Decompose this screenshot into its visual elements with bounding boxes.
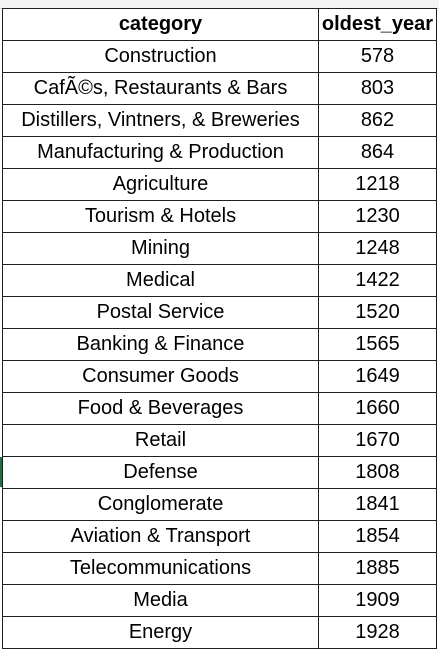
table-row: Retail 1670 (2, 424, 437, 457)
cell-category[interactable]: Energy (2, 616, 319, 649)
cell-oldest-year[interactable]: 1909 (318, 584, 437, 617)
cell-category[interactable]: Tourism & Hotels (2, 200, 319, 233)
table-row: Telecommunications 1885 (2, 552, 437, 585)
table-row: Distillers, Vintners, & Breweries 862 (2, 104, 437, 137)
table-row: Food & Beverages 1660 (2, 392, 437, 425)
cell-oldest-year[interactable]: 1422 (318, 264, 437, 297)
table-row: Defense 1808 (2, 456, 437, 489)
cell-oldest-year[interactable]: 803 (318, 72, 437, 105)
cell-category[interactable]: Postal Service (2, 296, 319, 329)
cell-category[interactable]: Construction (2, 40, 319, 73)
cell-category[interactable]: Consumer Goods (2, 360, 319, 393)
table-row: Consumer Goods 1649 (2, 360, 437, 393)
cell-category[interactable]: Defense (2, 456, 319, 489)
cell-oldest-year[interactable]: 1670 (318, 424, 437, 457)
cell-oldest-year[interactable]: 1885 (318, 552, 437, 585)
table-row: CafÃ©s, Restaurants & Bars 803 (2, 72, 437, 105)
cell-category[interactable]: Aviation & Transport (2, 520, 319, 553)
cell-category[interactable]: Mining (2, 232, 319, 265)
table-row: Media 1909 (2, 584, 437, 617)
cell-category[interactable]: Distillers, Vintners, & Breweries (2, 104, 319, 137)
cell-category[interactable]: Retail (2, 424, 319, 457)
cell-oldest-year[interactable]: 1230 (318, 200, 437, 233)
cell-oldest-year[interactable]: 1928 (318, 616, 437, 649)
cell-oldest-year[interactable]: 864 (318, 136, 437, 169)
table-row: Mining 1248 (2, 232, 437, 265)
header-cell-oldest-year[interactable]: oldest_year (318, 8, 437, 41)
cell-oldest-year[interactable]: 1218 (318, 168, 437, 201)
cell-category[interactable]: Banking & Finance (2, 328, 319, 361)
cell-category[interactable]: Manufacturing & Production (2, 136, 319, 169)
cell-oldest-year[interactable]: 1649 (318, 360, 437, 393)
table-row: Aviation & Transport 1854 (2, 520, 437, 553)
header-row: category oldest_year (2, 8, 437, 41)
cell-category[interactable]: Food & Beverages (2, 392, 319, 425)
cell-oldest-year[interactable]: 1520 (318, 296, 437, 329)
cell-category[interactable]: Medical (2, 264, 319, 297)
table-row: Banking & Finance 1565 (2, 328, 437, 361)
table-row: Construction 578 (2, 40, 437, 73)
cell-oldest-year[interactable]: 1248 (318, 232, 437, 265)
cell-oldest-year[interactable]: 1808 (318, 456, 437, 489)
table-row: Conglomerate 1841 (2, 488, 437, 521)
table-row: Tourism & Hotels 1230 (2, 200, 437, 233)
cell-category[interactable]: Media (2, 584, 319, 617)
cell-category[interactable]: Conglomerate (2, 488, 319, 521)
cell-oldest-year[interactable]: 1660 (318, 392, 437, 425)
table-row: Manufacturing & Production 864 (2, 136, 437, 169)
table-row: Postal Service 1520 (2, 296, 437, 329)
cell-category[interactable]: Agriculture (2, 168, 319, 201)
data-table: category oldest_year Construction 578 CafÃ… (2, 8, 437, 649)
cell-oldest-year[interactable]: 1565 (318, 328, 437, 361)
table-row: Medical 1422 (2, 264, 437, 297)
cell-oldest-year[interactable]: 1841 (318, 488, 437, 521)
cell-oldest-year[interactable]: 578 (318, 40, 437, 73)
header-cell-category[interactable]: category (2, 8, 319, 41)
cell-category[interactable]: CafÃ©s, Restaurants & Bars (2, 72, 319, 105)
table-row: Energy 1928 (2, 616, 437, 649)
selected-row-indicator (0, 457, 3, 487)
cell-category[interactable]: Telecommunications (2, 552, 319, 585)
table-row: Agriculture 1218 (2, 168, 437, 201)
cell-oldest-year[interactable]: 1854 (318, 520, 437, 553)
table-body: Construction 578 CafÃ©s, Restaurants & Bar… (2, 40, 437, 649)
cell-oldest-year[interactable]: 862 (318, 104, 437, 137)
